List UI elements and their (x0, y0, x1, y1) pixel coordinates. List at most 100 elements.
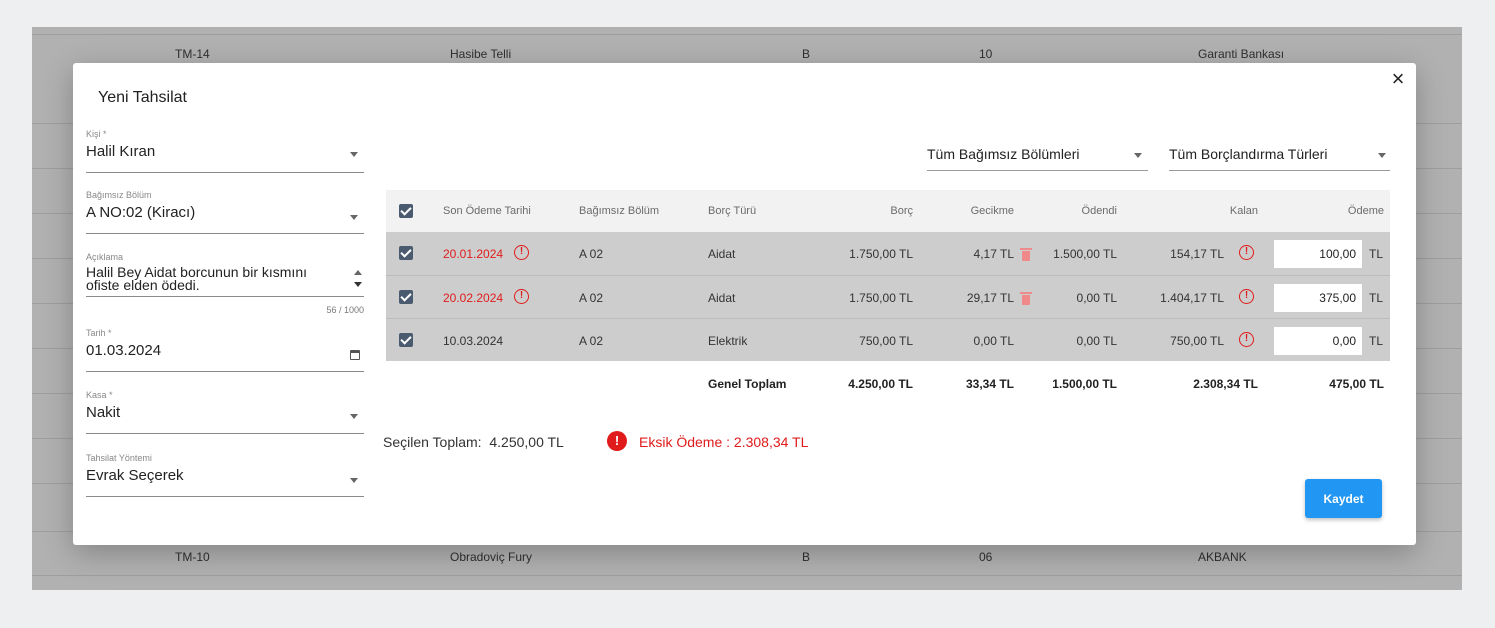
field-underline (86, 496, 364, 497)
scroll-up-icon[interactable] (354, 270, 362, 275)
missing-payment-warning: Eksik Ödeme : 2.308,34 TL (639, 434, 809, 450)
currency-unit: TL (1369, 247, 1384, 261)
remaining-amount: 1.404,17 TL (1160, 291, 1224, 305)
total-delay: 33,34 TL (965, 377, 1014, 391)
person-select[interactable]: Kişi * Halil Kıran (86, 129, 364, 173)
field-underline (1169, 170, 1390, 171)
currency-unit: TL (1369, 291, 1384, 305)
table-header: Son Ödeme Tarihi Bağımsız Bölüm Borç Tür… (386, 190, 1390, 232)
selected-total: Seçilen Toplam: 4.250,00 TL (383, 434, 564, 450)
debt-types-filter-value: Tüm Borçlandırma Türleri (1169, 146, 1328, 162)
dialog-title: Yeni Tahsilat (98, 89, 187, 106)
chevron-down-icon (1134, 153, 1142, 158)
save-button[interactable]: Kaydet (1305, 479, 1382, 518)
delay-amount: 29,17 TL (966, 291, 1014, 305)
paid-amount: 0,00 TL (1076, 334, 1117, 348)
bg-cell-block: B (802, 47, 811, 61)
due-date: 20.01.2024 (443, 247, 504, 261)
header-debt[interactable]: Borç (890, 205, 913, 217)
cashbox-value: Nakit (86, 404, 121, 421)
debt-types-filter[interactable]: Tüm Borçlandırma Türleri (1169, 146, 1390, 171)
table-row[interactable]: 20.01.2024 ! A 02 Aidat 1.750,00 TL 4,17… (386, 232, 1390, 275)
debt-amount: 1.750,00 TL (849, 247, 913, 261)
unit: A 02 (579, 247, 604, 261)
unit-select[interactable]: Bağımsız Bölüm A NO:02 (Kiracı) (86, 190, 364, 234)
bg-divider (32, 575, 1462, 576)
alert-circle-icon: ! (1239, 289, 1254, 304)
trash-icon[interactable] (1020, 291, 1032, 305)
due-date: 10.03.2024 (443, 334, 504, 348)
alert-circle-icon: ! (514, 289, 529, 304)
person-label: Kişi * (86, 129, 107, 139)
close-icon[interactable]: × (1391, 66, 1405, 91)
select-all-checkbox[interactable] (399, 204, 413, 218)
header-unit[interactable]: Bağımsız Bölüm (579, 205, 660, 217)
debt-type: Elektrik (708, 334, 748, 348)
bg-cell-no: 10 (979, 47, 993, 61)
bg-cell-no: 06 (979, 550, 993, 564)
alert-circle-icon: ! (1239, 332, 1254, 347)
calendar-icon[interactable] (350, 350, 360, 360)
person-value: Halil Kıran (86, 143, 156, 160)
chevron-down-icon (350, 215, 358, 220)
trash-icon[interactable] (1020, 247, 1032, 261)
header-payment[interactable]: Ödeme (1347, 205, 1384, 217)
debt-type: Aidat (708, 247, 736, 261)
table-row[interactable]: 20.02.2024 ! A 02 Aidat 1.750,00 TL 29,1… (386, 275, 1390, 318)
debt-amount: 750,00 TL (859, 334, 913, 348)
method-select[interactable]: Tahsilat Yöntemi Evrak Seçerek (86, 453, 364, 497)
unit-label: Bağımsız Bölüm (86, 190, 152, 200)
chevron-down-icon (350, 152, 358, 157)
totals-label: Genel Toplam (708, 377, 787, 391)
row-checkbox[interactable] (399, 290, 413, 304)
table-row[interactable]: 10.03.2024 A 02 Elektrik 750,00 TL 0,00 … (386, 318, 1390, 361)
payment-input[interactable] (1274, 240, 1362, 268)
method-value: Evrak Seçerek (86, 467, 184, 484)
date-value: 01.03.2024 (86, 342, 162, 359)
cashbox-select[interactable]: Kasa * Nakit (86, 390, 364, 434)
bg-cell-name: Hasibe Telli (450, 47, 512, 61)
field-underline (86, 371, 364, 372)
field-underline (86, 296, 364, 297)
date-label: Tarih * (86, 328, 112, 338)
header-due-date[interactable]: Son Ödeme Tarihi (443, 205, 531, 217)
character-counter: 56 / 1000 (326, 305, 364, 315)
unit-value: A NO:02 (Kiracı) (86, 204, 196, 221)
description-textarea[interactable]: Açıklama Halil Bey Aidat borcunun bir kı… (86, 252, 364, 322)
header-paid[interactable]: Ödendi (1081, 205, 1117, 217)
total-paid: 1.500,00 TL (1052, 377, 1117, 391)
row-checkbox[interactable] (399, 333, 413, 347)
chevron-down-icon (1378, 153, 1386, 158)
remaining-amount: 750,00 TL (1170, 334, 1224, 348)
header-remaining[interactable]: Kalan (1229, 205, 1258, 217)
description-line-2: ofiste elden ödedi. (86, 277, 200, 293)
units-filter[interactable]: Tüm Bağımsız Bölümleri (927, 146, 1148, 171)
row-checkbox[interactable] (399, 246, 413, 260)
paid-amount: 1.500,00 TL (1053, 247, 1117, 261)
chevron-down-icon (350, 478, 358, 483)
bg-cell-block: B (802, 550, 811, 564)
method-label: Tahsilat Yöntemi (86, 453, 152, 463)
field-underline (86, 172, 364, 173)
scroll-down-icon[interactable] (354, 282, 362, 287)
alert-circle-icon: ! (514, 245, 529, 260)
bg-cell-code: TM-10 (175, 550, 210, 564)
due-date: 20.02.2024 (443, 291, 504, 305)
cashbox-label: Kasa * (86, 390, 113, 400)
payment-input[interactable] (1274, 284, 1362, 312)
bg-cell-bank: AKBANK (1198, 550, 1247, 564)
delay-amount: 0,00 TL (973, 334, 1014, 348)
warning-icon: ! (607, 431, 627, 451)
header-debt-type[interactable]: Borç Türü (708, 205, 757, 217)
bg-cell-code: TM-14 (175, 47, 210, 61)
new-collection-dialog: × Yeni Tahsilat Kişi * Halil Kıran Bağım… (73, 63, 1416, 545)
units-filter-value: Tüm Bağımsız Bölümleri (927, 146, 1080, 162)
total-debt: 4.250,00 TL (848, 377, 913, 391)
total-payment: 475,00 TL (1329, 377, 1384, 391)
header-delay[interactable]: Gecikme (970, 205, 1014, 217)
date-field[interactable]: Tarih * 01.03.2024 (86, 328, 364, 372)
unit: A 02 (579, 334, 604, 348)
debt-amount: 1.750,00 TL (849, 291, 913, 305)
payment-input[interactable] (1274, 327, 1362, 355)
chevron-down-icon (350, 414, 358, 419)
